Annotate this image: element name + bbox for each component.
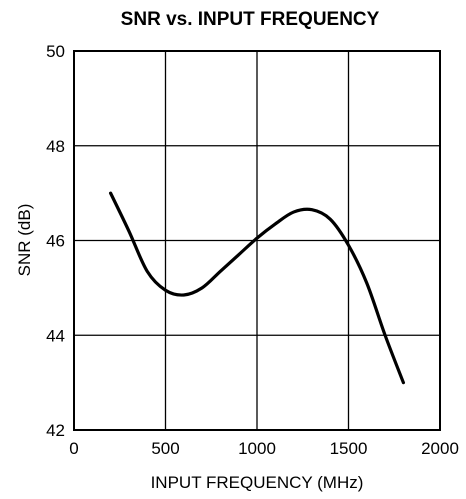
x-axis-label: INPUT FREQUENCY (MHz) <box>151 473 364 492</box>
x-tick-labels: 0 500 1000 1500 2000 <box>69 439 459 458</box>
y-tick-labels: 42 44 46 48 50 <box>46 42 65 440</box>
y-tick-label: 50 <box>46 42 65 61</box>
x-tick-label: 500 <box>151 439 179 458</box>
x-tick-label: 0 <box>69 439 78 458</box>
x-tick-label: 1000 <box>238 439 276 458</box>
snr-series-line <box>109 191 405 385</box>
y-tick-label: 46 <box>46 232 65 251</box>
chart-title: SNR vs. INPUT FREQUENCY <box>121 9 380 30</box>
grid-lines <box>73 50 441 431</box>
y-tick-label: 44 <box>46 326 65 345</box>
y-axis-label: SNR (dB) <box>15 204 34 277</box>
y-tick-label: 48 <box>46 137 65 156</box>
x-tick-label: 1500 <box>330 439 368 458</box>
plot-frame <box>73 50 441 431</box>
x-tick-label: 2000 <box>421 439 459 458</box>
y-tick-label: 42 <box>46 421 65 440</box>
